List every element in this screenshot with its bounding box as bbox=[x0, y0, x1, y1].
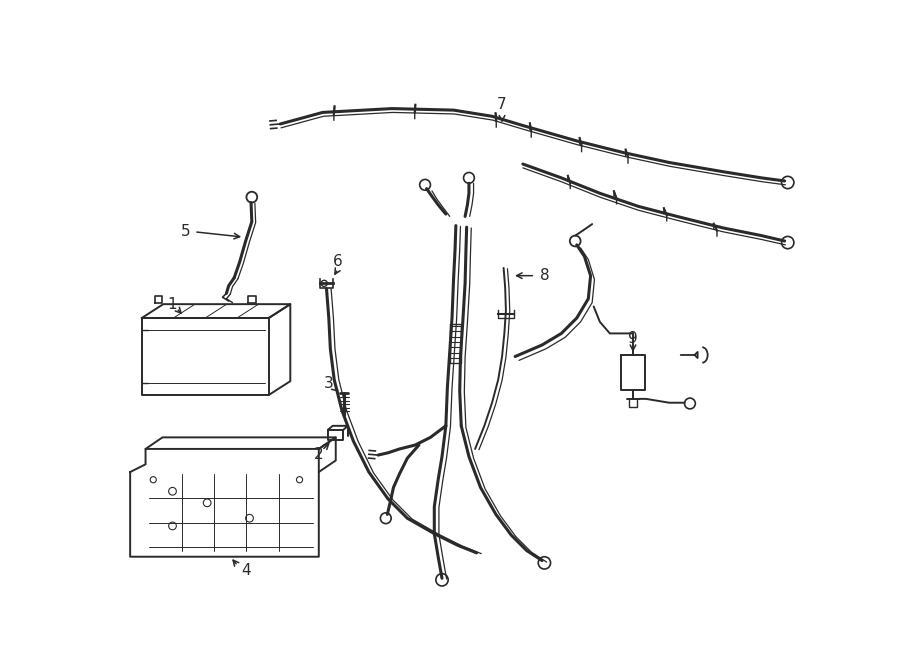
Text: 7: 7 bbox=[497, 97, 507, 112]
Text: 4: 4 bbox=[241, 563, 250, 578]
Text: 1: 1 bbox=[167, 297, 177, 311]
Text: 2: 2 bbox=[314, 447, 324, 462]
Text: 8: 8 bbox=[540, 268, 549, 283]
Text: 6: 6 bbox=[333, 254, 343, 269]
Text: 9: 9 bbox=[628, 330, 638, 346]
Text: 5: 5 bbox=[181, 224, 191, 239]
Text: 3: 3 bbox=[324, 376, 334, 391]
